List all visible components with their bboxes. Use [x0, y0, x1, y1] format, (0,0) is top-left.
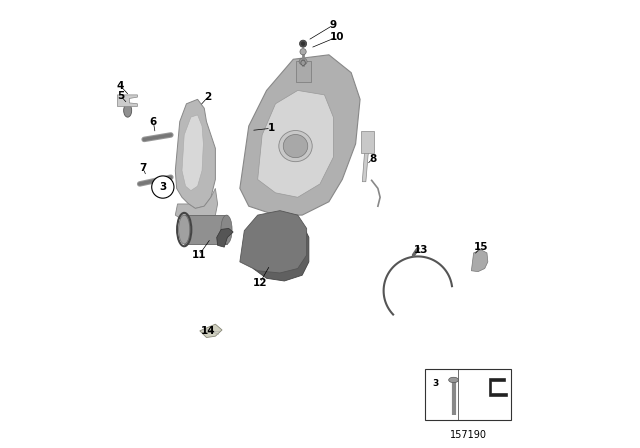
Circle shape	[152, 176, 174, 198]
Polygon shape	[240, 211, 307, 273]
Polygon shape	[217, 228, 233, 247]
Polygon shape	[472, 250, 488, 271]
Text: 6: 6	[150, 117, 157, 128]
Ellipse shape	[179, 215, 190, 244]
Ellipse shape	[124, 104, 132, 117]
Ellipse shape	[300, 48, 306, 55]
Bar	[362, 131, 374, 153]
Text: 1: 1	[268, 123, 275, 133]
Polygon shape	[175, 188, 218, 224]
Ellipse shape	[301, 60, 305, 65]
Ellipse shape	[449, 377, 458, 383]
Ellipse shape	[299, 58, 307, 65]
Polygon shape	[258, 90, 333, 197]
Polygon shape	[489, 379, 507, 396]
Text: 11: 11	[191, 250, 206, 260]
Text: 12: 12	[253, 278, 267, 288]
Text: 4: 4	[117, 81, 124, 91]
Text: 7: 7	[140, 164, 147, 173]
Polygon shape	[200, 324, 222, 337]
Text: 14: 14	[200, 326, 215, 336]
Ellipse shape	[279, 130, 312, 162]
Bar	[424, 369, 511, 420]
Text: 3: 3	[433, 379, 439, 388]
Ellipse shape	[221, 215, 232, 244]
Polygon shape	[362, 135, 372, 182]
Polygon shape	[175, 99, 216, 208]
Bar	[296, 61, 311, 82]
Text: 3: 3	[159, 182, 166, 192]
Text: 2: 2	[204, 92, 211, 102]
Polygon shape	[182, 115, 204, 190]
Polygon shape	[253, 219, 309, 281]
Polygon shape	[117, 95, 138, 107]
Ellipse shape	[301, 42, 305, 46]
Bar	[184, 215, 227, 244]
Text: 9: 9	[330, 20, 337, 30]
Text: 157190: 157190	[449, 430, 486, 439]
Text: 8: 8	[369, 154, 376, 164]
Text: 15: 15	[474, 242, 488, 252]
Text: 5: 5	[117, 91, 124, 101]
Polygon shape	[240, 55, 360, 215]
Ellipse shape	[300, 40, 307, 47]
Text: 13: 13	[414, 245, 429, 255]
Ellipse shape	[284, 134, 308, 158]
Text: 10: 10	[330, 32, 344, 42]
